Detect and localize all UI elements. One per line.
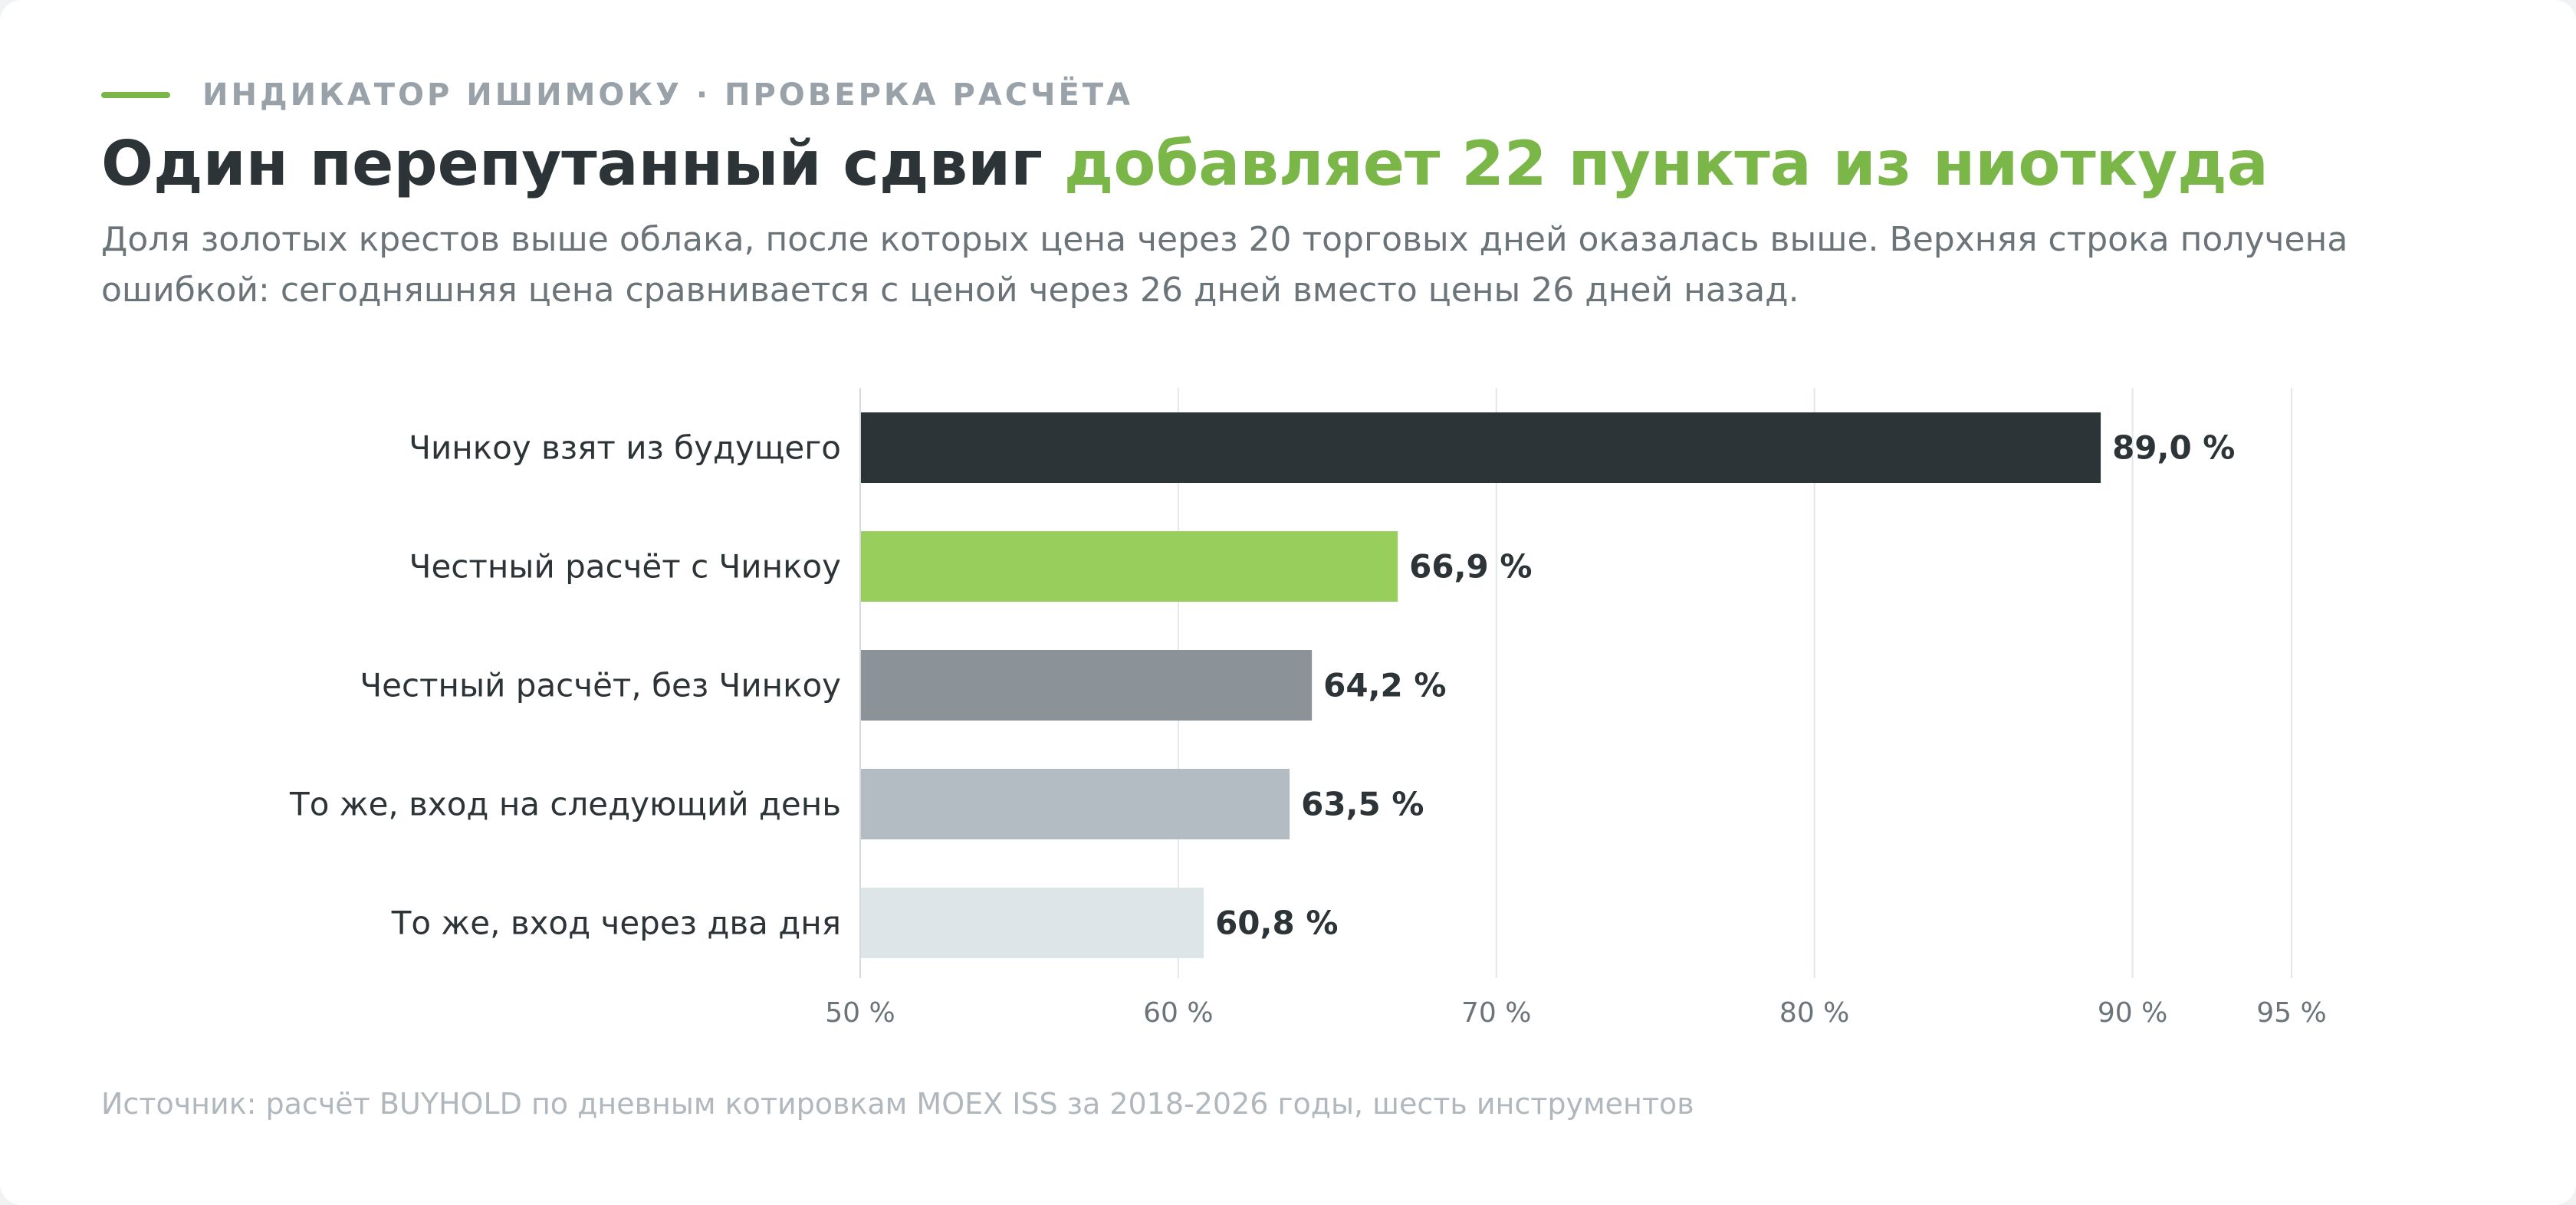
eyebrow-accent-line <box>101 92 170 98</box>
x-tick-label: 50 % <box>825 997 895 1029</box>
value-label: 66,9 % <box>1409 548 1532 586</box>
source-note: Источник: расчёт BUYHOLD по дневным коти… <box>101 1087 1694 1121</box>
bar <box>860 412 2101 483</box>
x-tick-label: 80 % <box>1779 997 1849 1029</box>
category-label: То же, вход через два дня <box>391 905 841 942</box>
x-tick-label: 60 % <box>1143 997 1213 1029</box>
value-label: 60,8 % <box>1215 905 1338 942</box>
x-tick-label: 90 % <box>2098 997 2167 1029</box>
bar <box>860 769 1290 839</box>
category-label: То же, вход на следующий день <box>289 786 841 823</box>
category-label: Чинкоу взят из будущего <box>409 429 841 467</box>
value-label: 63,5 % <box>1301 786 1424 823</box>
title-accent-part: добавляет 22 пункта из ниоткуда <box>1063 128 2269 199</box>
bar <box>860 888 1204 958</box>
chart-title: Один перепутанный сдвиг добавляет 22 пун… <box>101 124 2269 204</box>
x-tick-label: 70 % <box>1461 997 1531 1029</box>
category-label: Честный расчёт с Чинкоу <box>409 548 841 586</box>
eyebrow: ИНДИКАТОР ИШИМОКУ · ПРОВЕРКА РАСЧЁТА <box>101 74 1133 117</box>
value-label: 89,0 % <box>2112 429 2235 467</box>
eyebrow-text: ИНДИКАТОР ИШИМОКУ · ПРОВЕРКА РАСЧЁТА <box>202 77 1134 113</box>
bar <box>860 531 1398 602</box>
bar <box>860 650 1313 721</box>
value-label: 64,2 % <box>1323 667 1446 704</box>
x-tick-label: 95 % <box>2256 997 2326 1029</box>
title-dark-part: Один перепутанный сдвиг <box>101 128 1064 199</box>
chart-subtitle: Доля золотых крестов выше облака, после … <box>101 220 2348 310</box>
category-label: Честный расчёт, без Чинкоу <box>360 667 841 704</box>
